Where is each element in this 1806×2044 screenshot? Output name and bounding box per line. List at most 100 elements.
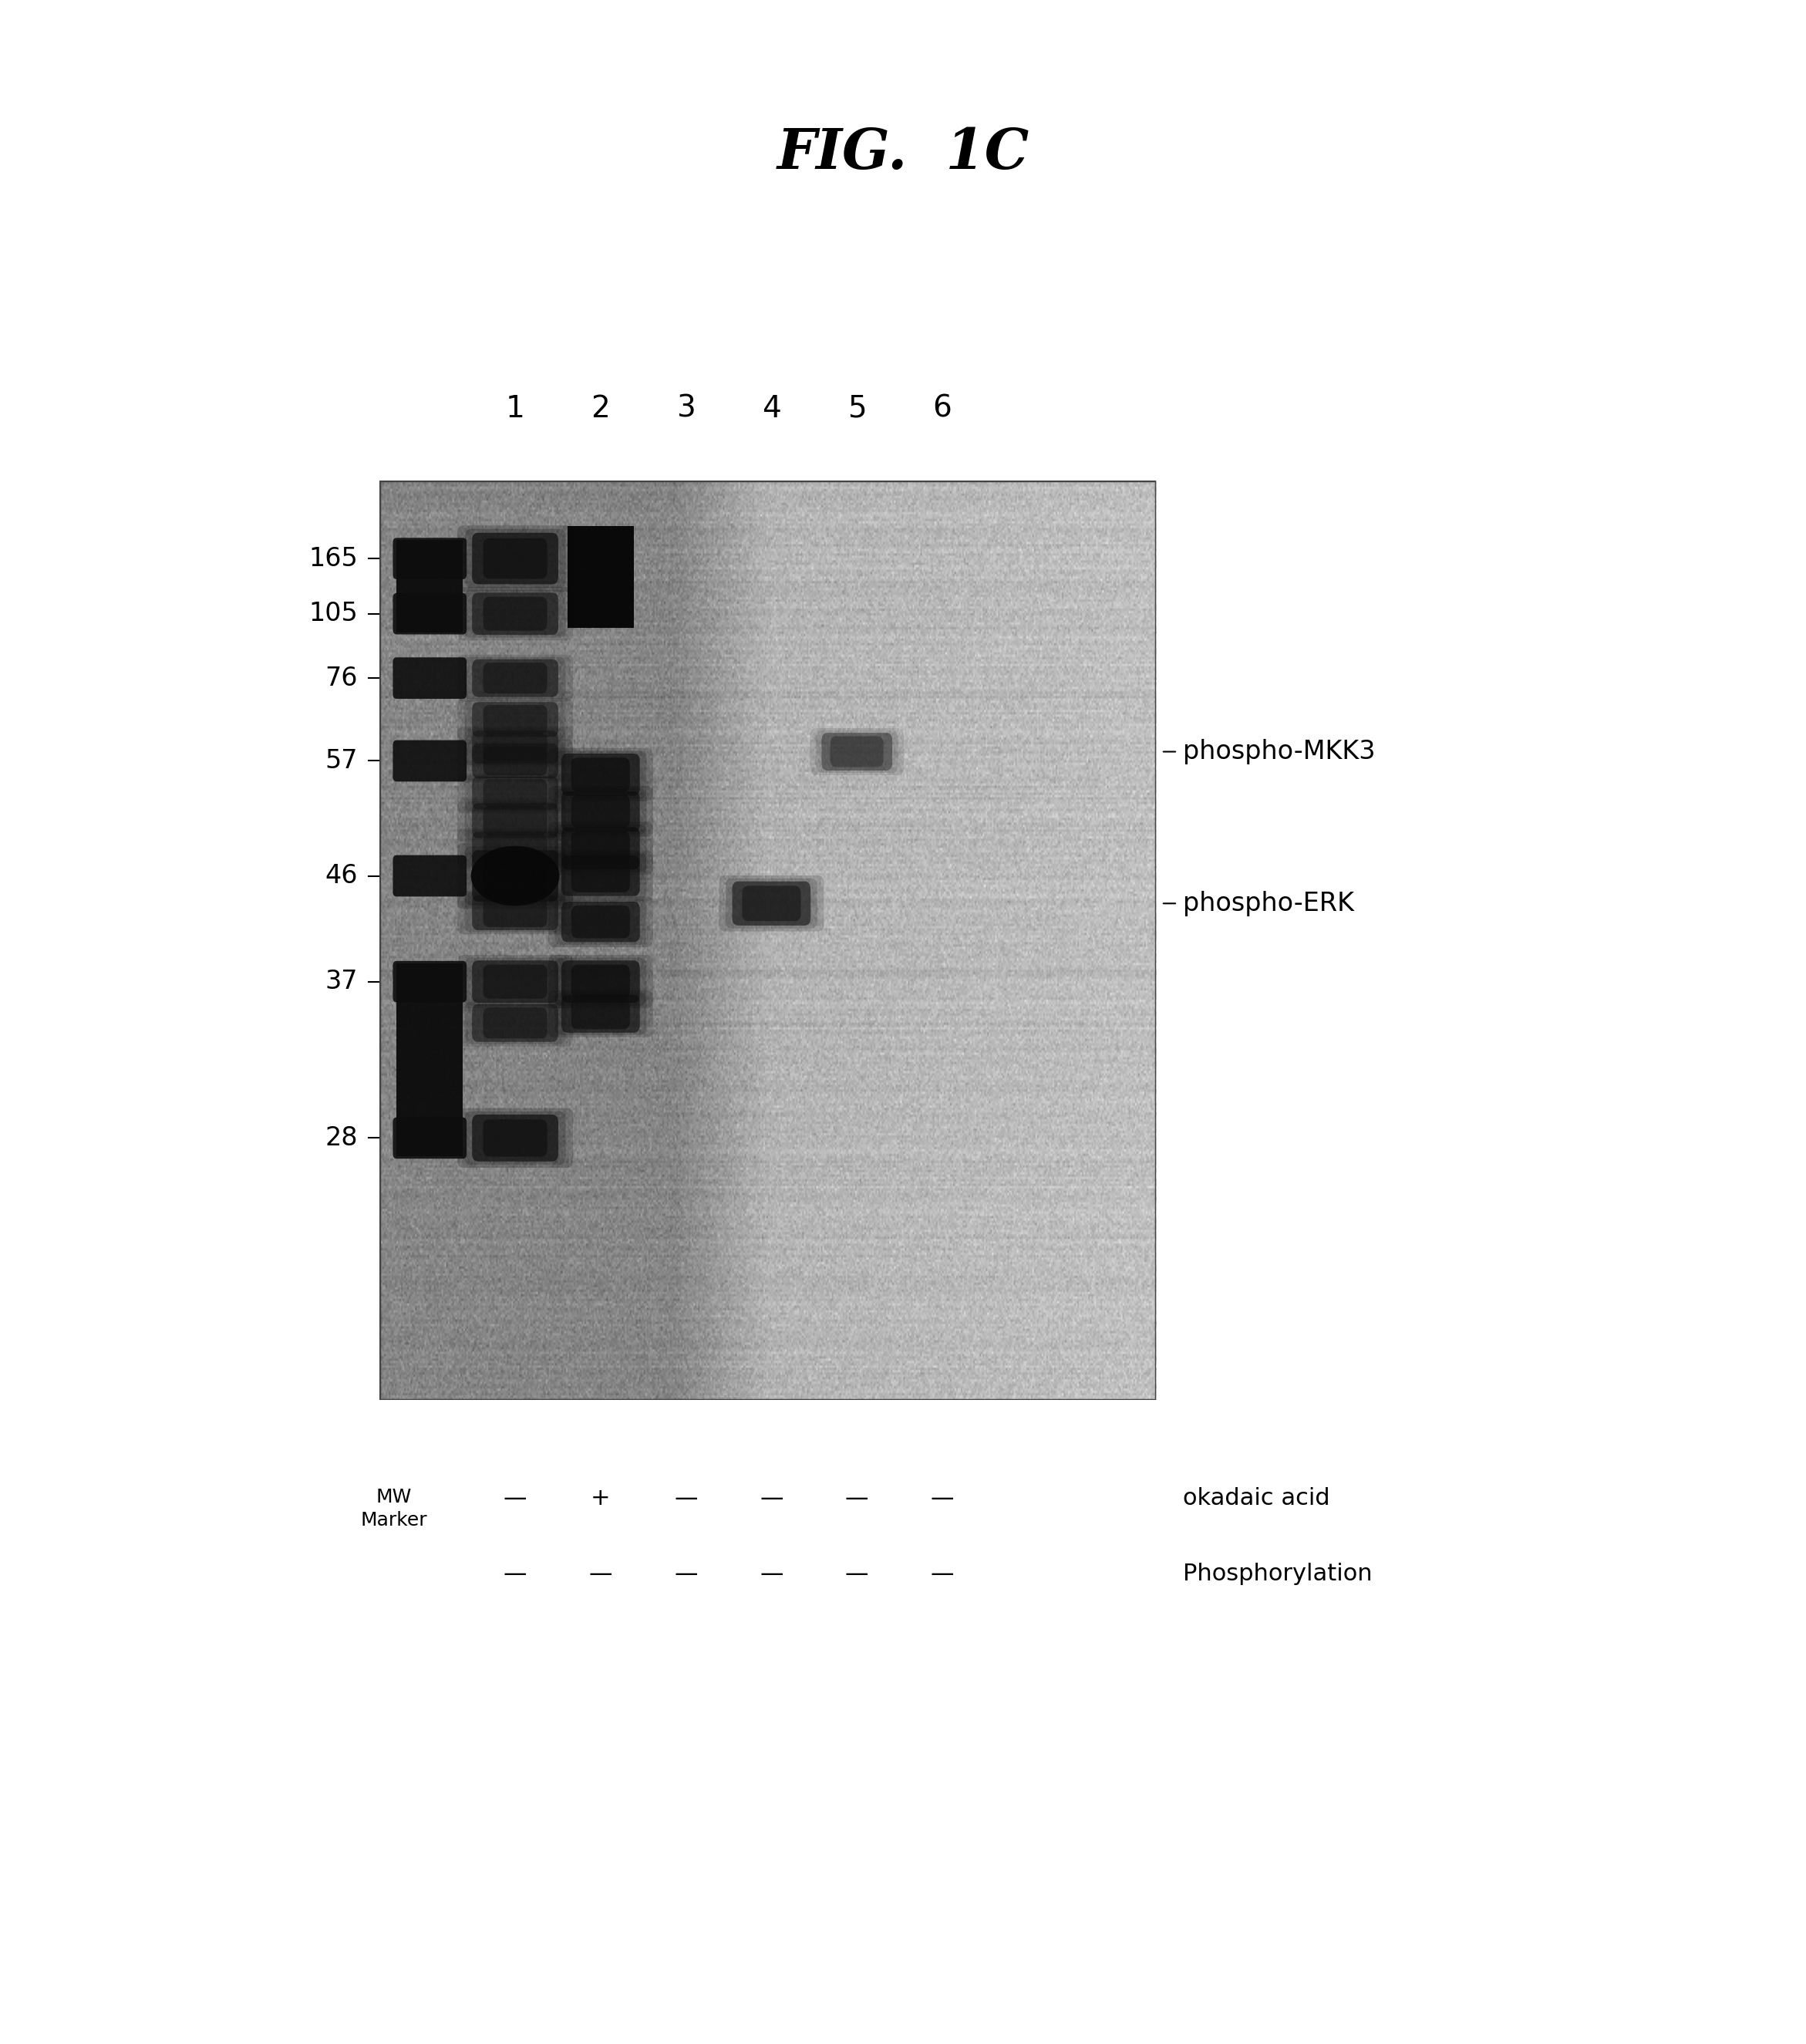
FancyBboxPatch shape <box>484 856 547 895</box>
FancyBboxPatch shape <box>457 525 573 591</box>
FancyBboxPatch shape <box>471 832 558 865</box>
FancyBboxPatch shape <box>562 828 639 869</box>
FancyBboxPatch shape <box>484 597 547 632</box>
Text: 6: 6 <box>932 394 952 423</box>
FancyBboxPatch shape <box>471 533 558 585</box>
FancyBboxPatch shape <box>484 805 547 836</box>
FancyBboxPatch shape <box>549 787 654 836</box>
FancyBboxPatch shape <box>549 955 654 1008</box>
FancyBboxPatch shape <box>484 965 547 1000</box>
Text: —: — <box>504 1564 527 1584</box>
Text: phospho-MKK3: phospho-MKK3 <box>1183 740 1376 764</box>
Text: okadaic acid: okadaic acid <box>1183 1488 1329 1508</box>
FancyBboxPatch shape <box>471 777 558 809</box>
FancyBboxPatch shape <box>464 699 565 740</box>
FancyBboxPatch shape <box>464 730 565 766</box>
FancyBboxPatch shape <box>464 959 565 1006</box>
FancyBboxPatch shape <box>571 997 630 1030</box>
FancyBboxPatch shape <box>719 875 824 932</box>
Text: —: — <box>845 1488 869 1508</box>
FancyBboxPatch shape <box>394 961 466 1002</box>
FancyBboxPatch shape <box>457 1000 573 1047</box>
FancyBboxPatch shape <box>562 856 639 895</box>
FancyBboxPatch shape <box>726 879 818 928</box>
FancyBboxPatch shape <box>464 1112 565 1165</box>
FancyBboxPatch shape <box>562 754 639 795</box>
FancyBboxPatch shape <box>471 895 558 930</box>
FancyBboxPatch shape <box>484 1008 547 1038</box>
FancyBboxPatch shape <box>484 734 547 760</box>
Text: 37: 37 <box>325 969 358 993</box>
FancyBboxPatch shape <box>464 591 565 638</box>
Bar <box>397 540 462 632</box>
Text: —: — <box>589 1564 612 1584</box>
FancyBboxPatch shape <box>554 993 647 1034</box>
FancyBboxPatch shape <box>571 965 630 1000</box>
FancyBboxPatch shape <box>571 858 630 893</box>
FancyBboxPatch shape <box>816 730 898 773</box>
FancyBboxPatch shape <box>457 740 573 783</box>
Text: 4: 4 <box>762 394 780 423</box>
FancyBboxPatch shape <box>471 803 558 838</box>
Text: +: + <box>591 1488 610 1508</box>
FancyBboxPatch shape <box>457 587 573 640</box>
FancyBboxPatch shape <box>571 832 630 865</box>
FancyBboxPatch shape <box>457 728 573 766</box>
FancyBboxPatch shape <box>562 995 639 1032</box>
FancyBboxPatch shape <box>471 961 558 1004</box>
FancyBboxPatch shape <box>457 891 573 934</box>
FancyBboxPatch shape <box>464 1002 565 1044</box>
Text: 5: 5 <box>847 394 867 423</box>
FancyBboxPatch shape <box>484 897 547 928</box>
FancyBboxPatch shape <box>484 834 547 863</box>
Text: 57: 57 <box>325 748 358 773</box>
Text: —: — <box>760 1488 784 1508</box>
FancyBboxPatch shape <box>394 740 466 781</box>
FancyBboxPatch shape <box>471 1114 558 1161</box>
FancyBboxPatch shape <box>831 736 883 766</box>
Bar <box>397 963 462 1157</box>
FancyBboxPatch shape <box>464 801 565 840</box>
Text: 105: 105 <box>309 601 358 625</box>
FancyBboxPatch shape <box>394 658 466 699</box>
FancyBboxPatch shape <box>464 830 565 867</box>
FancyBboxPatch shape <box>554 824 647 873</box>
FancyBboxPatch shape <box>464 775 565 811</box>
Text: —: — <box>930 1488 954 1508</box>
Bar <box>567 527 634 628</box>
Text: 165: 165 <box>309 546 358 570</box>
FancyBboxPatch shape <box>457 828 573 869</box>
FancyBboxPatch shape <box>484 746 547 775</box>
FancyBboxPatch shape <box>457 697 573 742</box>
Text: —: — <box>674 1488 697 1508</box>
Text: —: — <box>930 1564 954 1584</box>
FancyBboxPatch shape <box>471 701 558 738</box>
Text: 1: 1 <box>506 394 526 423</box>
FancyBboxPatch shape <box>554 852 647 899</box>
FancyBboxPatch shape <box>554 789 647 834</box>
Text: phospho-ERK: phospho-ERK <box>1183 891 1354 916</box>
FancyBboxPatch shape <box>822 734 892 771</box>
FancyBboxPatch shape <box>484 662 547 693</box>
FancyBboxPatch shape <box>562 901 639 942</box>
Ellipse shape <box>471 846 560 905</box>
FancyBboxPatch shape <box>554 959 647 1006</box>
Text: 2: 2 <box>591 394 610 423</box>
FancyBboxPatch shape <box>549 850 654 901</box>
Text: 76: 76 <box>325 666 358 691</box>
Text: 3: 3 <box>677 394 695 423</box>
FancyBboxPatch shape <box>549 991 654 1036</box>
FancyBboxPatch shape <box>394 854 466 897</box>
FancyBboxPatch shape <box>809 728 903 775</box>
FancyBboxPatch shape <box>457 955 573 1008</box>
FancyBboxPatch shape <box>471 660 558 697</box>
FancyBboxPatch shape <box>571 795 630 828</box>
FancyBboxPatch shape <box>464 529 565 589</box>
FancyBboxPatch shape <box>464 893 565 932</box>
FancyBboxPatch shape <box>742 885 800 922</box>
FancyBboxPatch shape <box>471 730 558 764</box>
FancyBboxPatch shape <box>471 593 558 636</box>
FancyBboxPatch shape <box>457 799 573 842</box>
FancyBboxPatch shape <box>549 748 654 801</box>
FancyBboxPatch shape <box>471 850 558 901</box>
